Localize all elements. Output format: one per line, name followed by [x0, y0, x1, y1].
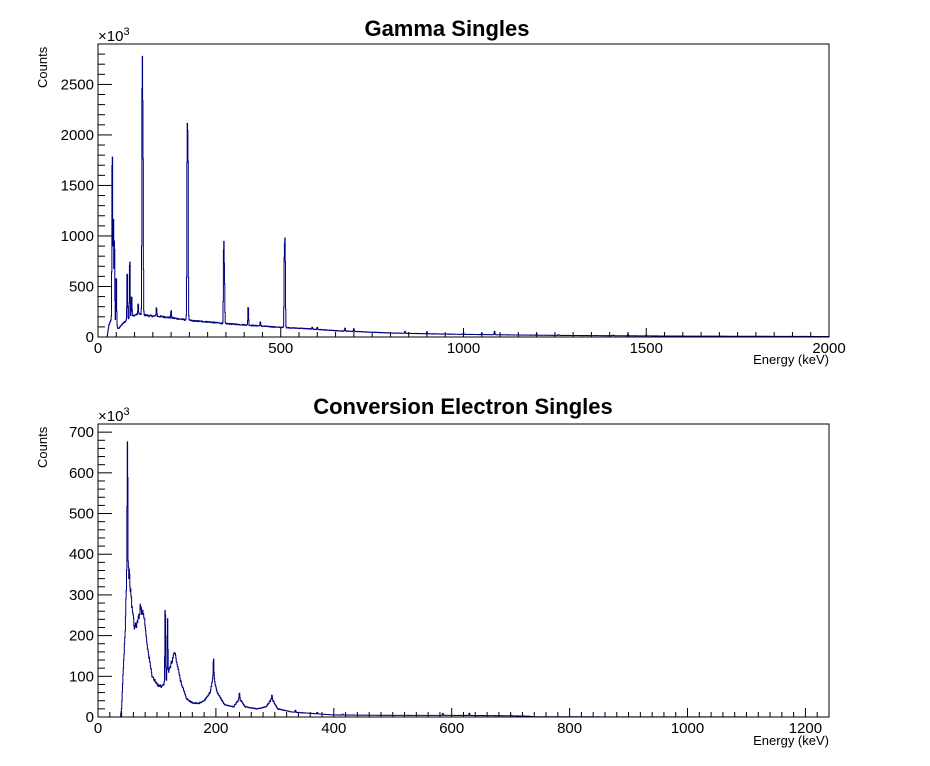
- y-tick-label: 200: [69, 628, 94, 645]
- y-tick-label: 700: [69, 424, 94, 441]
- x-axis-label: Energy (keV): [753, 733, 829, 748]
- y-tick-label: 0: [86, 329, 94, 346]
- plot-frame: [97, 423, 830, 718]
- y-tick-label: 1000: [61, 228, 94, 245]
- y-tick-label: 1500: [61, 177, 94, 194]
- chart-title: Gamma Singles: [364, 16, 529, 41]
- axis-ticks: [97, 423, 830, 718]
- electron-spectrum-line: [98, 441, 829, 718]
- x-tick-label: 2000: [812, 340, 845, 357]
- y-tick-label: 600: [69, 465, 94, 482]
- y-tick-label: 400: [69, 546, 94, 563]
- y-tick-label: 0: [86, 709, 94, 726]
- plot-frame: [97, 43, 830, 338]
- tick-labels: 0 200 400 600 800 1000 1200 0 100 200 300 400 500 600…: [69, 424, 822, 737]
- x-tick-label: 800: [557, 720, 582, 737]
- gamma-spectrum-line: [98, 55, 830, 338]
- tick-labels: 0 500 1000 1500 2000 0 500 1000 1500 2000 2500: [61, 76, 846, 357]
- y-multiplier: ×103: [98, 26, 130, 45]
- x-tick-label: 200: [203, 720, 228, 737]
- x-tick-label: 1200: [789, 720, 822, 737]
- y-multiplier: ×103: [98, 406, 130, 425]
- x-tick-label: 0: [94, 720, 102, 737]
- x-tick-label: 400: [321, 720, 346, 737]
- x-tick-label: 500: [268, 340, 293, 357]
- conversion-electron-panel: Conversion Electron Singles Counts ×103 …: [35, 394, 830, 748]
- x-tick-label: 1500: [630, 340, 663, 357]
- axis-ticks: [97, 43, 830, 338]
- y-axis-label: Counts: [35, 426, 50, 468]
- x-tick-label: 600: [439, 720, 464, 737]
- x-tick-label: 1000: [671, 720, 704, 737]
- x-tick-label: 1000: [447, 340, 480, 357]
- y-axis-label: Counts: [35, 46, 50, 88]
- chart-title: Conversion Electron Singles: [313, 394, 613, 419]
- x-axis-label: Energy (keV): [753, 352, 829, 367]
- x-tick-label: 0: [94, 340, 102, 357]
- gamma-singles-panel: Gamma Singles Counts ×103 Energy (keV) 0…: [35, 16, 846, 367]
- y-tick-label: 2500: [61, 76, 94, 93]
- y-tick-label: 300: [69, 587, 94, 604]
- y-tick-label: 2000: [61, 127, 94, 144]
- y-tick-label: 500: [69, 506, 94, 523]
- y-tick-label: 500: [69, 278, 94, 295]
- y-tick-label: 100: [69, 668, 94, 685]
